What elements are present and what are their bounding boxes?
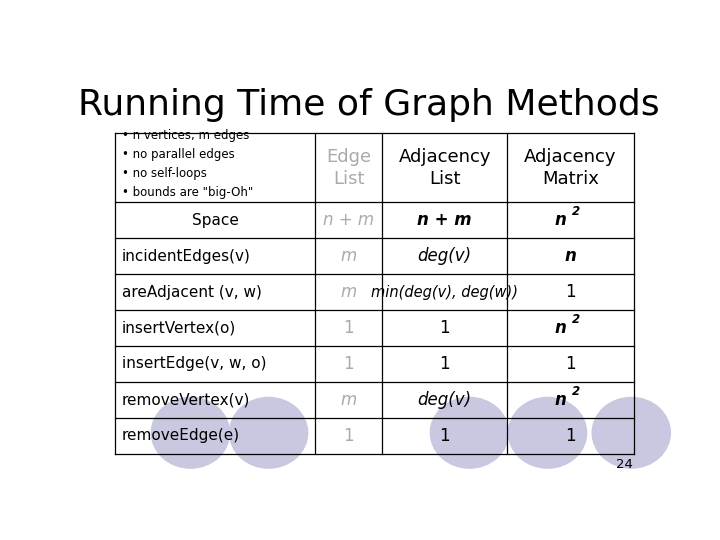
Text: 1: 1 xyxy=(565,355,576,373)
Text: 1: 1 xyxy=(565,427,576,444)
Text: n: n xyxy=(554,319,567,337)
Text: insertVertex(o): insertVertex(o) xyxy=(122,320,236,335)
Text: n: n xyxy=(564,247,577,265)
Text: 2: 2 xyxy=(572,385,580,398)
Ellipse shape xyxy=(151,397,230,468)
Text: 1: 1 xyxy=(439,355,450,373)
Text: 1: 1 xyxy=(343,427,354,444)
Text: insertEdge(v, w, o): insertEdge(v, w, o) xyxy=(122,356,266,372)
Ellipse shape xyxy=(593,397,670,468)
Text: removeVertex(v): removeVertex(v) xyxy=(122,392,250,407)
Ellipse shape xyxy=(431,397,508,468)
Text: incidentEdges(v): incidentEdges(v) xyxy=(122,248,251,264)
Text: Edge
List: Edge List xyxy=(326,148,372,188)
Text: m: m xyxy=(341,283,356,301)
Text: 1: 1 xyxy=(439,319,450,337)
Text: n + m: n + m xyxy=(418,211,472,229)
Ellipse shape xyxy=(508,397,587,468)
Text: m: m xyxy=(341,247,356,265)
Text: 2: 2 xyxy=(572,313,580,326)
Text: deg(v): deg(v) xyxy=(418,247,472,265)
Text: • n vertices, m edges
• no parallel edges
• no self-loops
• bounds are "big-Oh": • n vertices, m edges • no parallel edge… xyxy=(122,129,253,199)
Text: m: m xyxy=(341,391,356,409)
Text: removeEdge(e): removeEdge(e) xyxy=(122,428,240,443)
Text: Running Time of Graph Methods: Running Time of Graph Methods xyxy=(78,87,660,122)
Text: 1: 1 xyxy=(439,427,450,444)
Text: n: n xyxy=(554,211,567,229)
Text: 2: 2 xyxy=(572,205,580,218)
Text: areAdjacent (v, w): areAdjacent (v, w) xyxy=(122,285,261,300)
Text: min(deg(v), deg(w)): min(deg(v), deg(w)) xyxy=(371,285,518,300)
Text: Space: Space xyxy=(192,213,238,228)
Text: 1: 1 xyxy=(565,283,576,301)
Text: deg(v): deg(v) xyxy=(418,391,472,409)
Text: Adjacency
List: Adjacency List xyxy=(398,148,491,188)
Text: 1: 1 xyxy=(343,355,354,373)
Text: n + m: n + m xyxy=(323,211,374,229)
Text: n: n xyxy=(554,391,567,409)
Text: Adjacency
Matrix: Adjacency Matrix xyxy=(524,148,617,188)
Text: 24: 24 xyxy=(616,458,632,471)
Text: 1: 1 xyxy=(343,319,354,337)
Ellipse shape xyxy=(230,397,307,468)
